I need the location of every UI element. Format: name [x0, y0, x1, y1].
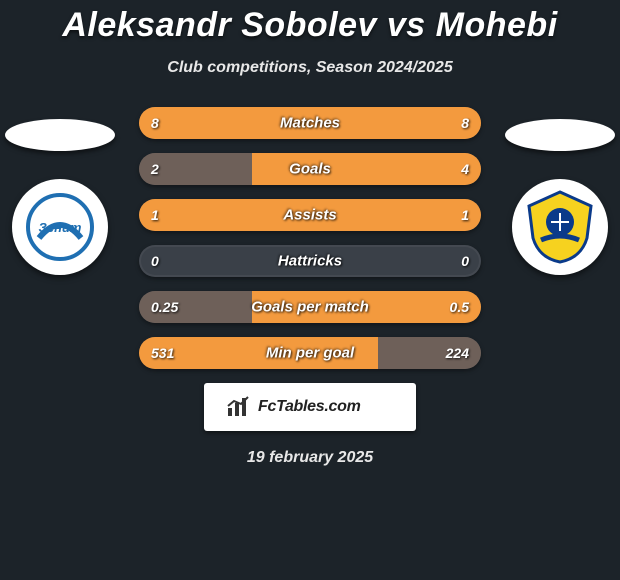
stats-list: Matches 8 8 Goals 2 4 Assists 1 1 Hattricks 0 0 Goal…	[139, 107, 481, 369]
stat-value-left: 2	[151, 161, 159, 177]
player-left-club-badge: Зенит	[12, 179, 108, 275]
stat-label: Matches	[280, 115, 340, 132]
stat-value-left: 0.25	[151, 299, 178, 315]
stat-value-right: 1	[461, 207, 469, 223]
stat-value-right: 4	[461, 161, 469, 177]
stat-row: Assists 1 1	[139, 199, 481, 231]
player-right-club-badge	[512, 179, 608, 275]
stat-row: Matches 8 8	[139, 107, 481, 139]
stat-label: Goals per match	[251, 299, 369, 316]
player-right-silhouette	[505, 119, 615, 151]
stat-value-right: 0.5	[450, 299, 469, 315]
subtitle: Club competitions, Season 2024/2025	[0, 59, 620, 77]
svg-text:Зенит: Зенит	[39, 220, 82, 235]
brand-badge: FcTables.com	[204, 383, 416, 431]
stat-row: Min per goal 531 224	[139, 337, 481, 369]
page-title: Aleksandr Sobolev vs Mohebi	[0, 0, 620, 45]
stat-row: Goals 2 4	[139, 153, 481, 185]
stat-label: Min per goal	[266, 345, 354, 362]
player-left-column: Зенит	[0, 119, 120, 275]
zenit-crest-icon: Зенит	[25, 192, 95, 262]
stat-value-right: 0	[461, 253, 469, 269]
brand-text: FcTables.com	[258, 398, 361, 416]
stat-label: Assists	[283, 207, 336, 224]
stat-label: Hattricks	[278, 253, 342, 270]
stat-value-left: 1	[151, 207, 159, 223]
stat-label: Goals	[289, 161, 331, 178]
player-left-silhouette	[5, 119, 115, 151]
player-right-column	[500, 119, 620, 275]
stat-row: Hattricks 0 0	[139, 245, 481, 277]
stat-value-right: 8	[461, 115, 469, 131]
stat-value-left: 531	[151, 345, 174, 361]
stat-row: Goals per match 0.25 0.5	[139, 291, 481, 323]
comparison-panel: Зенит Matches 8 8 Goals 2 4 Assists 1 1 Hattricks…	[0, 107, 620, 369]
date-label: 19 february 2025	[0, 449, 620, 467]
brand-chart-icon	[226, 396, 252, 418]
stat-value-left: 8	[151, 115, 159, 131]
stat-value-left: 0	[151, 253, 159, 269]
rostov-crest-icon	[521, 188, 599, 266]
stat-bar-right	[252, 153, 481, 185]
stat-value-right: 224	[446, 345, 469, 361]
